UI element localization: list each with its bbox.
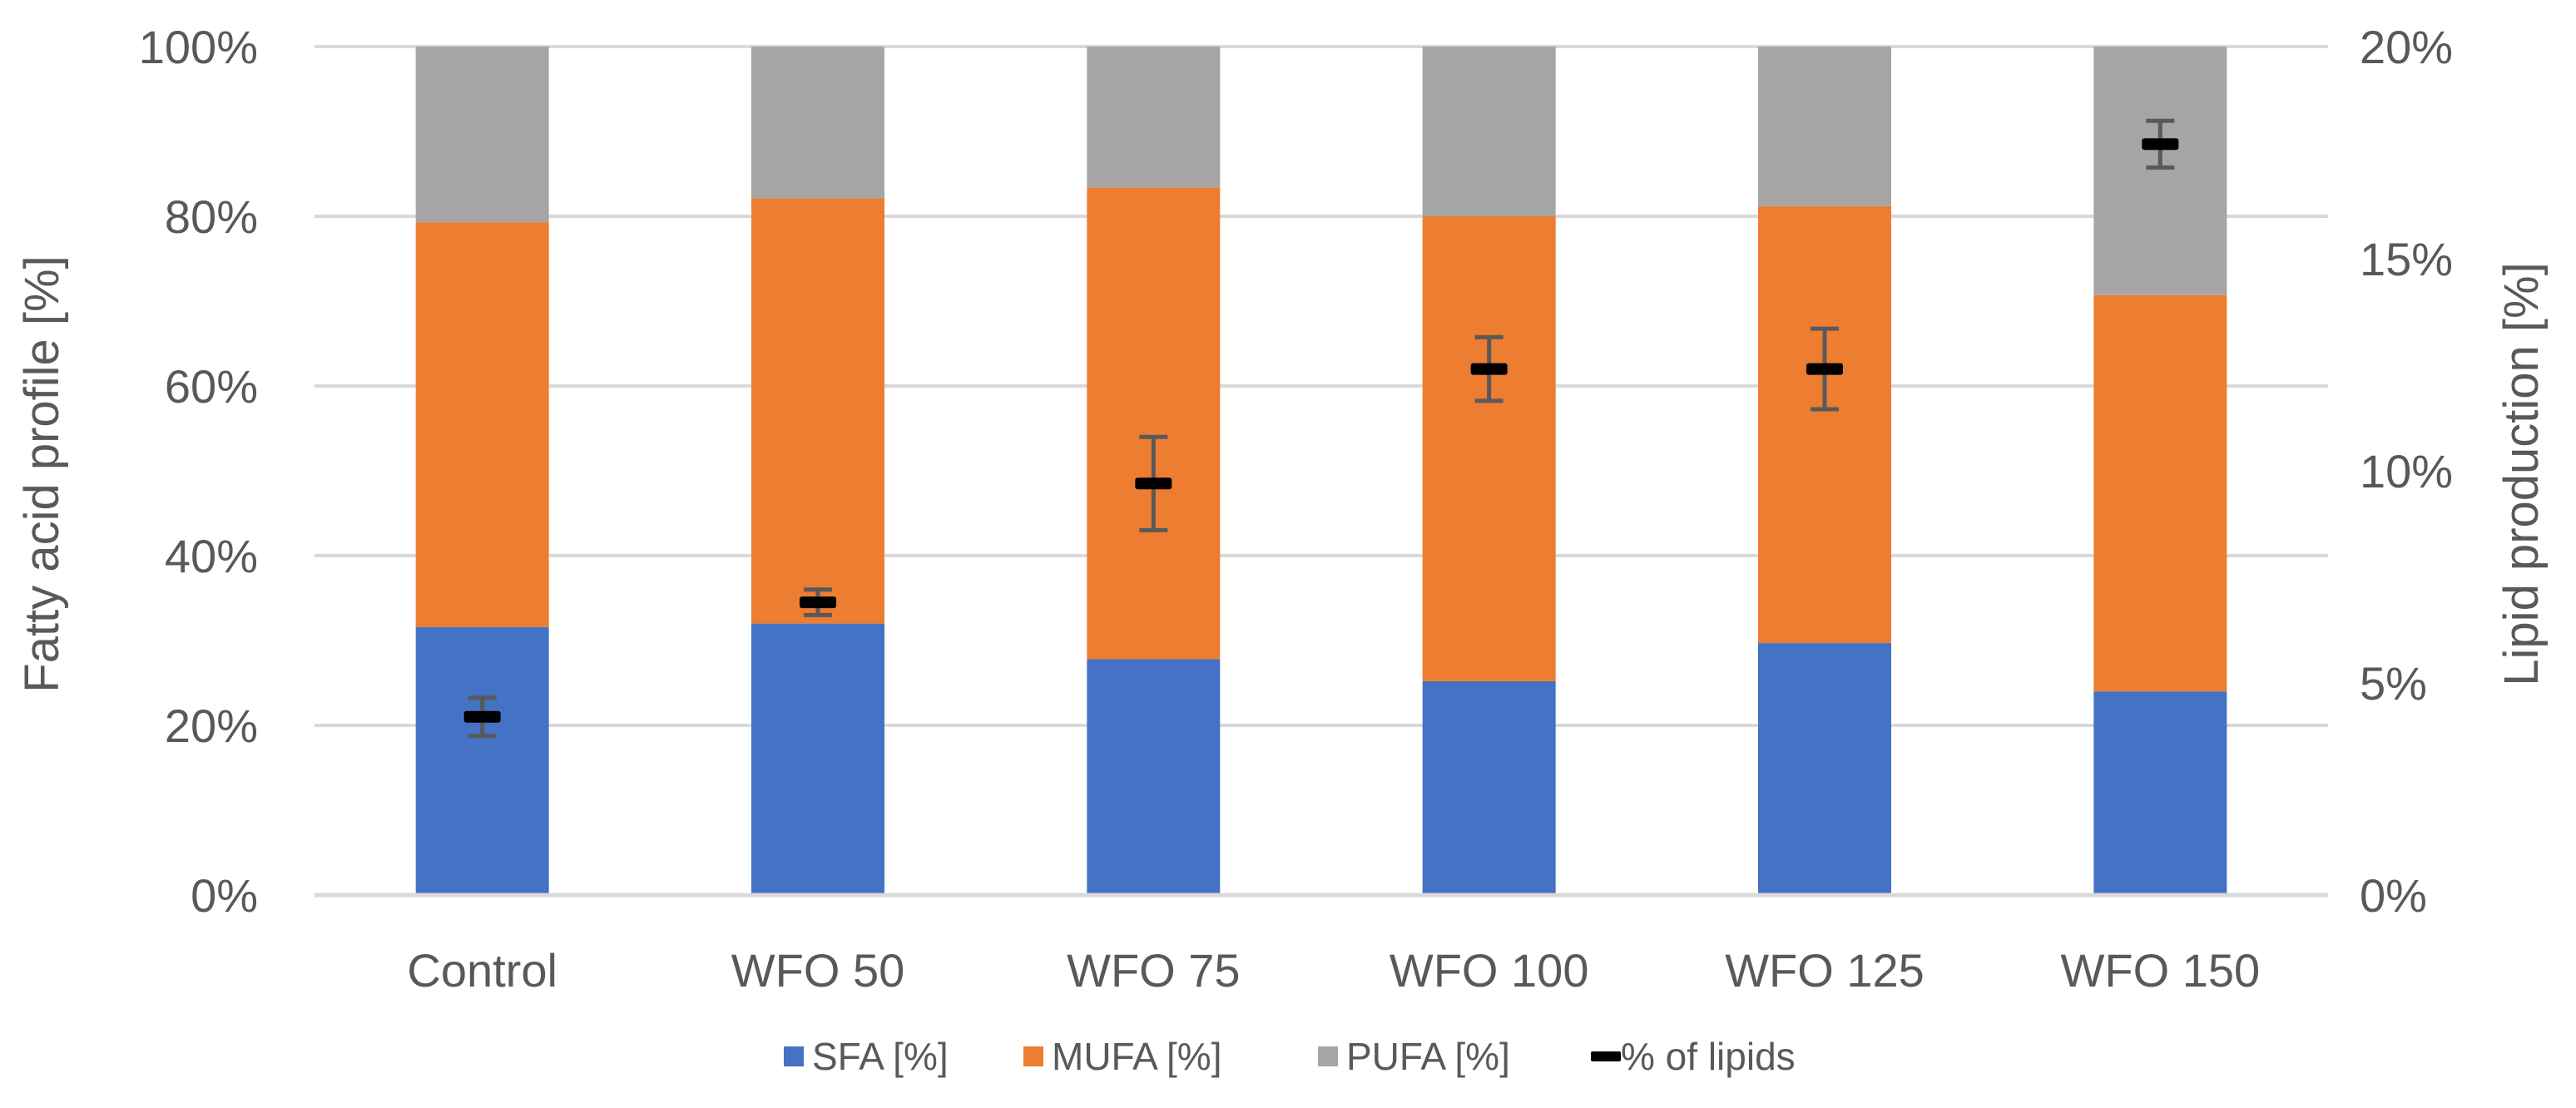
lipid-point (1135, 434, 1172, 532)
bar-sfa (1758, 643, 1891, 895)
y-axis-right-title: Lipid production [%] (2494, 262, 2549, 685)
lipid-point (463, 695, 501, 739)
stacked-bars (415, 47, 2227, 895)
bar-pufa (415, 47, 549, 223)
x-tick: WFO 150 (2061, 944, 2261, 997)
y-tick-right: 5% (2360, 657, 2427, 710)
lipid-marker (1135, 477, 1172, 490)
legend-item: MUFA [%] (1023, 1035, 1221, 1078)
legend-swatch (1318, 1046, 1338, 1066)
legend-swatch (784, 1046, 804, 1066)
x-tick: WFO 75 (1067, 944, 1240, 997)
bar-pufa (751, 47, 884, 199)
bar-sfa (415, 626, 549, 895)
bar-sfa (2093, 691, 2227, 895)
y-tick-right: 10% (2360, 445, 2453, 497)
bar-sfa (751, 623, 884, 895)
lipid-point (800, 587, 836, 617)
y-tick-left: 40% (165, 530, 258, 582)
bar-mufa (2093, 294, 2227, 692)
lipid-marker (1470, 363, 1508, 375)
legend-item: PUFA [%] (1318, 1035, 1510, 1078)
x-tick: WFO 100 (1390, 944, 1589, 997)
y-tick-right: 15% (2360, 233, 2453, 285)
lipid-point (1806, 326, 1843, 412)
y-tick-left: 20% (165, 700, 258, 752)
legend-item: % of lipids (1591, 1035, 1796, 1078)
bar-mufa (751, 198, 884, 624)
x-tick: WFO 125 (1725, 944, 1925, 997)
legend-label: SFA [%] (812, 1035, 949, 1078)
y-tick-left: 80% (165, 190, 258, 243)
bar-sfa (1422, 680, 1556, 895)
y-axis-left-title: Fatty acid profile [%] (15, 255, 69, 692)
legend-swatch (1591, 1051, 1621, 1061)
y-axis-right-ticks: 0% 5% 10% 15% 20% (2360, 21, 2453, 922)
legend: SFA [%] MUFA [%] PUFA [%] % of lipids (784, 1035, 1796, 1078)
lipid-marker (463, 710, 501, 723)
bar-mufa (1087, 187, 1221, 660)
y-tick-left: 100% (139, 21, 258, 73)
y-tick-left: 60% (165, 360, 258, 413)
legend-label: % of lipids (1621, 1035, 1796, 1078)
x-tick: WFO 50 (731, 944, 904, 997)
bar-pufa (1758, 47, 1891, 206)
lipid-marker (800, 596, 836, 609)
legend-item: SFA [%] (784, 1035, 949, 1078)
bar-sfa (1087, 659, 1221, 895)
lipid-markers (463, 118, 2179, 739)
bar-pufa (1422, 47, 1556, 216)
x-tick: Control (407, 944, 557, 997)
y-tick-left: 0% (191, 869, 258, 922)
y-tick-right: 20% (2360, 21, 2453, 73)
y-axis-left-ticks: 0% 20% 40% 60% 80% 100% (139, 21, 258, 922)
lipid-point (2142, 118, 2179, 170)
gridlines (315, 45, 2328, 727)
bar-mufa (1758, 205, 1891, 644)
lipid-marker (2142, 138, 2179, 151)
bar-mufa (1422, 216, 1556, 681)
lipid-marker (1806, 363, 1843, 375)
legend-swatch (1023, 1046, 1043, 1066)
lipid-point (1470, 334, 1508, 403)
bar-pufa (2093, 47, 2227, 295)
legend-label: PUFA [%] (1346, 1035, 1510, 1078)
y-tick-right: 0% (2360, 869, 2427, 922)
bar-mufa (415, 222, 549, 627)
legend-label: MUFA [%] (1052, 1035, 1221, 1078)
x-axis-ticks: Control WFO 50 WFO 75 WFO 100 WFO 125 WFO 150 (407, 944, 2260, 997)
bar-pufa (1087, 47, 1221, 188)
